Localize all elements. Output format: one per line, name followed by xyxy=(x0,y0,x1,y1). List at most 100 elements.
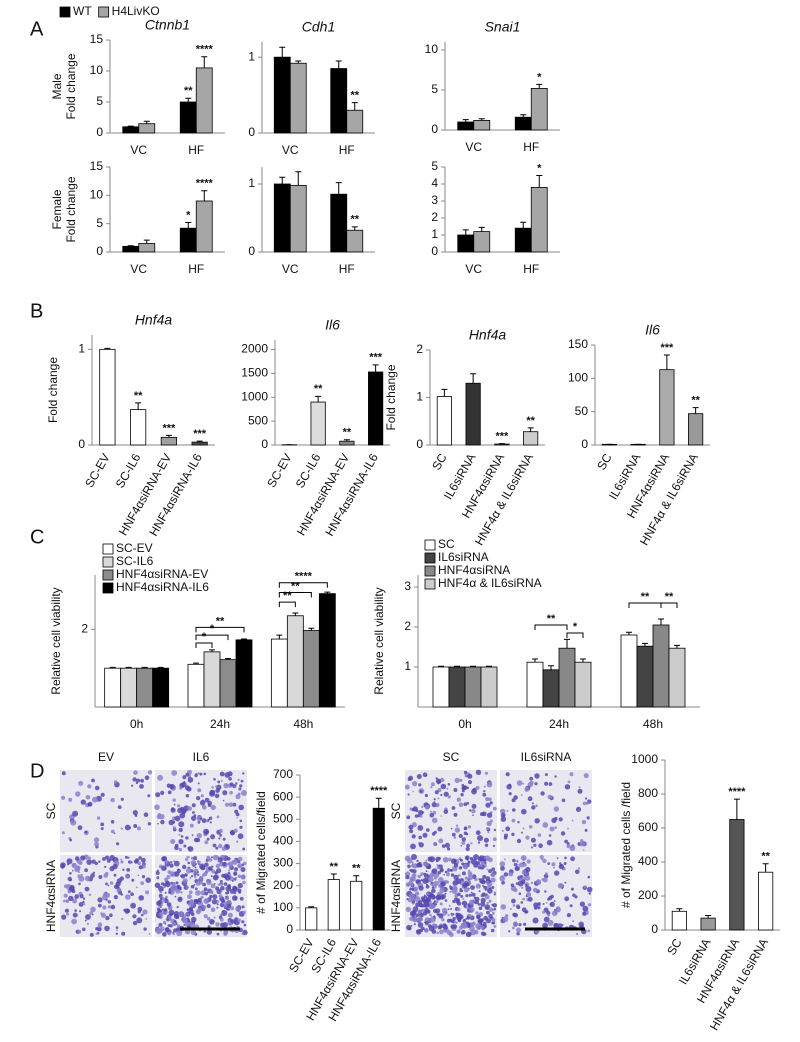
cell xyxy=(488,857,493,863)
chart-title: Ctnnb1 xyxy=(145,17,190,33)
cell xyxy=(226,891,230,895)
y-tick-label: 10 xyxy=(90,188,104,202)
cell xyxy=(207,925,211,929)
x-tick-label: VC xyxy=(465,262,482,276)
legend-label: WT xyxy=(73,4,92,18)
error-bar xyxy=(564,638,570,649)
cell xyxy=(511,818,516,823)
cell xyxy=(166,902,172,907)
cell xyxy=(572,920,574,922)
cell xyxy=(478,890,481,893)
cell xyxy=(106,858,111,863)
cell xyxy=(437,826,443,832)
cell xyxy=(194,866,197,869)
cell xyxy=(437,871,441,875)
y-tick-label: 1000 xyxy=(631,752,658,766)
x-tick-label: HF xyxy=(523,140,539,154)
cell xyxy=(504,858,506,861)
cell xyxy=(470,885,475,890)
x-tick-label: HNF4αsiRNA-IL6 xyxy=(322,451,381,539)
y-tick-label: 5 xyxy=(96,216,103,230)
cell xyxy=(241,920,245,924)
error-bar xyxy=(470,373,477,384)
cell xyxy=(88,893,92,896)
cell xyxy=(493,925,497,928)
error-bar xyxy=(663,354,670,370)
cell xyxy=(91,859,96,864)
cell xyxy=(236,925,239,928)
cell xyxy=(190,929,197,936)
error-bar xyxy=(330,873,337,880)
cell xyxy=(453,886,458,891)
y-axis-label: Relative cell viability xyxy=(49,587,63,694)
cell xyxy=(232,885,238,891)
cell xyxy=(223,783,229,789)
cell xyxy=(214,793,220,799)
cell xyxy=(147,822,152,826)
cell xyxy=(161,865,167,871)
bar xyxy=(457,121,475,131)
error-bar xyxy=(520,114,527,118)
y-tick-label: 800 xyxy=(638,786,658,800)
cell xyxy=(84,875,91,882)
cell xyxy=(77,825,83,831)
cell xyxy=(450,873,455,877)
y-tick-label: 200 xyxy=(638,888,658,902)
cell xyxy=(121,917,124,921)
cell xyxy=(462,897,465,900)
x-tick-label: VC xyxy=(282,143,299,157)
cell xyxy=(487,831,490,834)
cell xyxy=(440,815,443,817)
cell xyxy=(486,781,493,788)
cell xyxy=(449,918,453,922)
significance-label: ** xyxy=(184,85,193,97)
bar xyxy=(368,371,384,446)
cell xyxy=(461,840,466,845)
error-bar xyxy=(353,875,360,882)
error-bar xyxy=(478,118,485,121)
cell xyxy=(441,918,445,922)
cell xyxy=(236,817,238,819)
cell xyxy=(242,847,246,851)
cell xyxy=(218,828,223,833)
cell xyxy=(229,906,235,911)
cell xyxy=(492,837,497,842)
cell xyxy=(115,932,119,935)
cell xyxy=(215,846,219,850)
cell xyxy=(436,864,439,866)
cell xyxy=(411,863,415,868)
significance-label: ** xyxy=(526,415,535,427)
bar xyxy=(122,126,140,134)
cell xyxy=(448,857,452,862)
cell xyxy=(94,841,99,847)
cell xyxy=(177,804,181,808)
cell xyxy=(138,856,142,860)
cell xyxy=(163,885,166,889)
cell xyxy=(209,821,212,824)
error-bar xyxy=(335,182,342,195)
cell xyxy=(526,859,531,864)
cell xyxy=(435,804,439,808)
cell xyxy=(450,913,454,917)
cell xyxy=(516,932,520,936)
y-tick-label: 0 xyxy=(581,437,588,451)
cell xyxy=(546,839,553,846)
cell xyxy=(132,777,137,782)
cell xyxy=(511,798,516,803)
cell xyxy=(486,910,490,915)
cell xyxy=(475,911,479,915)
y-tick-label: 1 xyxy=(416,390,423,404)
cell xyxy=(228,869,231,872)
cell xyxy=(182,918,187,923)
y-tick-label: 5 xyxy=(96,94,103,108)
cell xyxy=(178,827,183,833)
cell xyxy=(107,884,110,887)
cell xyxy=(493,828,497,832)
cell xyxy=(188,921,193,927)
error-bar xyxy=(536,175,543,188)
cell xyxy=(440,777,445,783)
cell xyxy=(132,914,137,919)
cell xyxy=(469,899,475,905)
y-tick-label: 1 xyxy=(404,659,411,673)
cell xyxy=(407,857,413,864)
